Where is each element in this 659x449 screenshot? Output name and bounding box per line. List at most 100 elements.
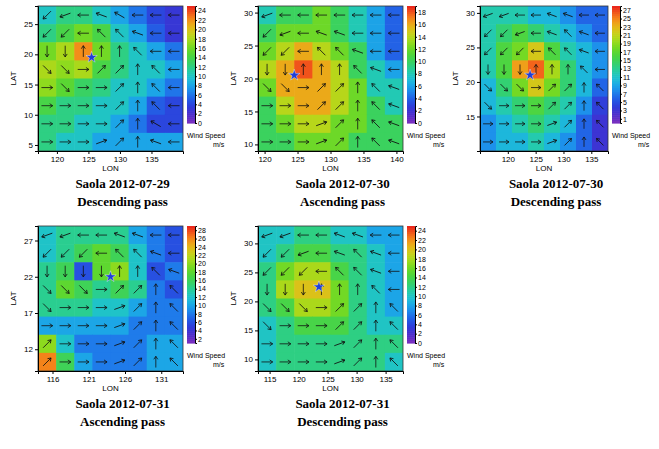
wind-vector xyxy=(168,140,179,144)
wind-speed-cell xyxy=(74,115,93,134)
tick: 16 xyxy=(415,265,426,272)
wind-vector xyxy=(169,284,180,295)
wind-vector xyxy=(150,49,161,53)
wind-vector xyxy=(114,231,126,239)
wind-speed-cell xyxy=(294,299,313,318)
tick-mark xyxy=(415,111,417,112)
tick: 25 xyxy=(620,15,631,22)
colorbar-axis: 024681012141618 xyxy=(415,7,426,127)
wind-speed-cell xyxy=(385,6,403,25)
tick-label: 6 xyxy=(418,312,422,319)
wind-vector xyxy=(63,46,67,57)
wind-speed-cell xyxy=(56,226,75,245)
tick-label: 25 xyxy=(244,42,253,51)
tick-label: 1 xyxy=(623,116,627,123)
tick-mark xyxy=(620,69,622,70)
colorbar: 024681012141618202224 xyxy=(187,6,206,127)
plot-frame xyxy=(258,226,403,371)
x-axis: 120125130135140 xyxy=(258,151,404,164)
wind-speed-cell xyxy=(576,133,593,151)
wind-vector xyxy=(370,66,382,74)
wind-speed-cell xyxy=(74,6,93,25)
tick-label: 140 xyxy=(390,155,404,164)
wind-vector xyxy=(334,358,346,366)
tick-label: 30 xyxy=(244,239,253,248)
wind-vector xyxy=(45,46,49,57)
wind-vector xyxy=(582,83,586,93)
wind-speed-cell xyxy=(111,42,130,61)
tick-label: 130 xyxy=(324,155,338,164)
wind-vector xyxy=(114,358,126,366)
axis-line xyxy=(196,227,198,344)
wind-vector xyxy=(563,11,574,18)
wind-vector xyxy=(136,118,140,129)
tick: 116 xyxy=(47,371,60,384)
tick-label: 24 xyxy=(418,227,426,234)
wind-vector xyxy=(96,86,107,90)
wind-speed-cell xyxy=(111,226,130,245)
wind-vector xyxy=(595,13,605,17)
wind-vector xyxy=(150,249,162,257)
tick-mark xyxy=(415,24,417,25)
wind-vector xyxy=(388,102,400,110)
wind-vector xyxy=(579,30,590,37)
wind-speed-cell xyxy=(147,244,166,263)
wind-speed-cell xyxy=(38,133,57,151)
tick-mark xyxy=(57,151,58,154)
tick: 120 xyxy=(502,151,516,164)
wind-speed-cell xyxy=(385,226,403,245)
wind-vector xyxy=(515,46,525,56)
tick-mark xyxy=(195,239,197,240)
tick: 12 xyxy=(195,294,206,301)
wind-speed-cell xyxy=(367,262,386,281)
wind-vector xyxy=(388,287,399,291)
wind-speed-cell xyxy=(147,79,166,98)
wind-speed-cell xyxy=(111,317,130,336)
tick-mark xyxy=(620,27,622,28)
wind-speed-cell xyxy=(294,115,313,134)
wind-speed-cell xyxy=(480,6,497,25)
wind-vector xyxy=(96,306,107,310)
tick: 135 xyxy=(357,151,371,164)
wind-vector xyxy=(595,101,605,111)
wind-speed-cell xyxy=(349,262,368,281)
tick-mark xyxy=(415,12,417,13)
plot-frame xyxy=(38,226,183,371)
wind-speed-cell xyxy=(349,335,368,354)
wind-speed-cell xyxy=(258,299,277,318)
wind-vector xyxy=(262,82,273,93)
wind-speed-cell xyxy=(385,97,403,116)
tick: 6 xyxy=(195,319,202,326)
wind-speed-cell xyxy=(560,97,577,116)
axis-line xyxy=(196,7,198,124)
wind-vector xyxy=(169,320,180,331)
wind-speed-cell xyxy=(331,79,350,98)
tick-mark xyxy=(195,104,197,105)
wind-vector xyxy=(265,64,269,75)
tick-label: 130 xyxy=(350,375,364,384)
wind-speed-cell xyxy=(331,97,350,116)
colorbar-gradient xyxy=(612,121,620,124)
tick-label: 10 xyxy=(198,73,206,80)
tick-label: 20 xyxy=(244,75,253,84)
colorbar-unit: m/s xyxy=(213,141,225,148)
wind-speed-cell xyxy=(111,6,130,25)
tick-mark xyxy=(255,13,258,14)
wind-vector xyxy=(316,360,327,364)
wind-vector xyxy=(316,46,327,57)
wind-speed-cell xyxy=(147,6,166,25)
wind-vector xyxy=(42,248,53,259)
wind-speed-cell xyxy=(276,280,295,299)
wind-vector xyxy=(334,302,345,313)
wind-vector xyxy=(352,48,364,56)
wind-speed-cell xyxy=(367,79,386,98)
tick-mark xyxy=(255,359,258,360)
wind-speed-cell xyxy=(92,133,111,151)
wind-speed-cell xyxy=(592,42,608,61)
wind-vector xyxy=(168,104,179,108)
wind-speed-cell xyxy=(294,60,313,79)
tick: 11 xyxy=(620,74,630,81)
x-axis-title: LON xyxy=(322,164,339,173)
tick-label: 22 xyxy=(24,273,33,282)
wind-vector xyxy=(261,122,272,126)
